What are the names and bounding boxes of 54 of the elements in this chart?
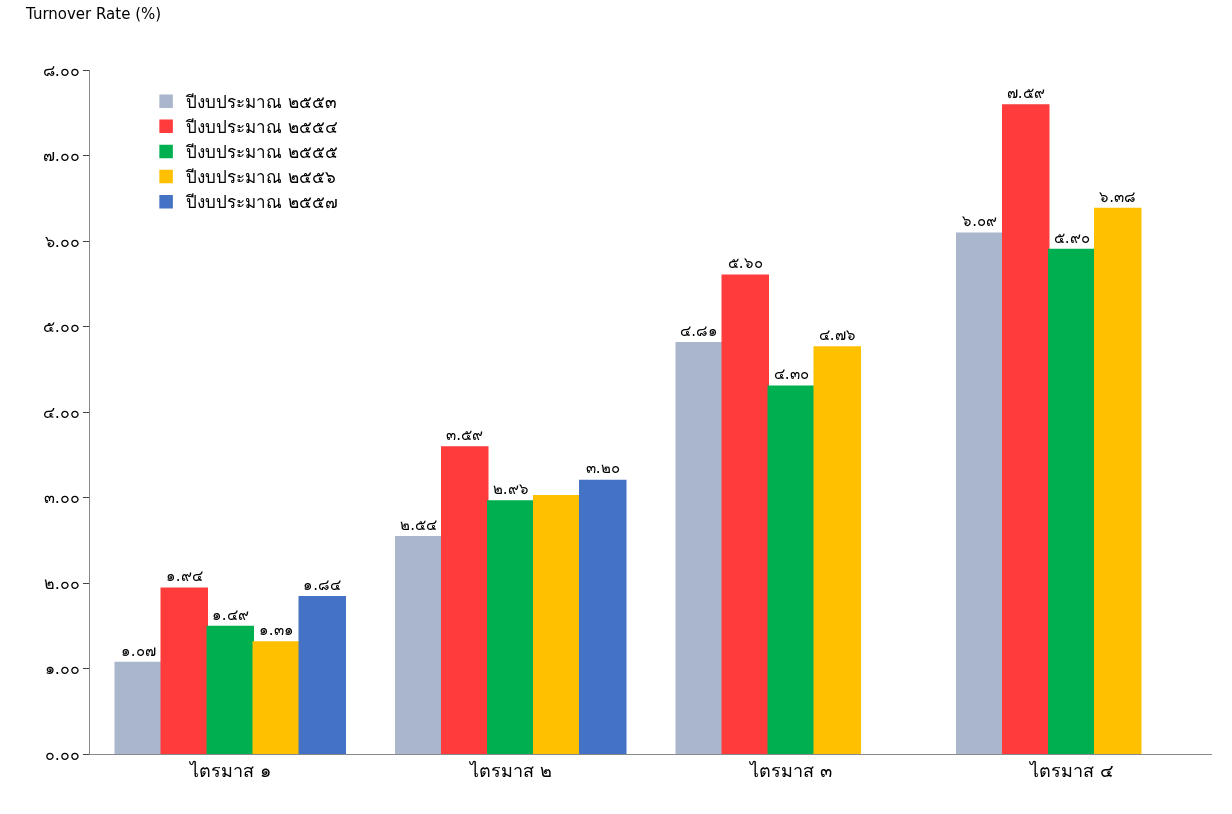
- bar: [533, 495, 581, 754]
- bar: [252, 641, 300, 754]
- bar: [675, 342, 723, 754]
- x-tick-label: ไตรมาส ๒: [467, 759, 552, 781]
- data-label: ๑.๘๔: [303, 575, 342, 594]
- data-label: ๓.๕๙: [446, 426, 484, 445]
- legend-label: ปีงบประมาณ ๒๕๕๗: [185, 192, 338, 213]
- y-tick-label: ๕.๐๐: [42, 317, 80, 337]
- data-label: ๔.๓๐: [773, 365, 809, 384]
- data-label: ๕.๖๐: [727, 254, 763, 273]
- data-label: ๔.๘๑: [680, 321, 719, 340]
- bar: [1094, 207, 1142, 754]
- data-label: ๑.๙๔: [165, 567, 203, 586]
- data-label: ๒.๕๔: [400, 515, 438, 534]
- bar: [721, 274, 769, 754]
- legend-label: ปีงบประมาณ ๒๕๕๔: [185, 116, 338, 137]
- data-label: ๕.๙๐: [1053, 228, 1090, 247]
- y-tick-label: ๘.๐๐: [42, 60, 80, 80]
- bar: [206, 625, 254, 754]
- y-tick-label: ๗.๐๐: [42, 146, 80, 166]
- data-label: ๔.๗๖: [818, 326, 856, 345]
- legend-label: ปีงบประมาณ ๒๕๕๖: [185, 167, 336, 188]
- bar: [1048, 248, 1096, 754]
- bar: [813, 346, 861, 754]
- legend-label: ปีงบประมาณ ๒๕๕๕: [185, 142, 338, 163]
- bar: [767, 385, 815, 754]
- bar: [956, 232, 1004, 754]
- y-tick-label: ๓.๐๐: [43, 488, 80, 508]
- data-label: ๑.๐๗: [120, 641, 156, 660]
- bar: [114, 661, 162, 754]
- data-label: ๒.๙๖: [492, 479, 529, 498]
- bar: [487, 500, 535, 754]
- bar: [1002, 104, 1050, 754]
- bar: [160, 587, 208, 754]
- bar: [298, 595, 347, 754]
- legend-label: ปีงบประมาณ ๒๕๕๓: [185, 91, 337, 112]
- data-label: ๗.๕๙: [1006, 84, 1045, 103]
- y-tick-label: ๔.๐๐: [42, 402, 80, 422]
- data-label: ๑.๔๙: [211, 605, 249, 624]
- x-tick-label: ไตรมาส ๔: [1027, 759, 1114, 781]
- y-tick-label: ๐.๐๐: [44, 744, 80, 764]
- data-label: ๓.๒๐: [585, 459, 620, 478]
- x-tick-label: ไตรมาส ๓: [748, 759, 833, 781]
- y-axis-title: Turnover Rate (%): [25, 5, 162, 23]
- bar: [579, 479, 627, 754]
- bar: [395, 536, 443, 754]
- y-tick-label: ๖.๐๐: [44, 231, 80, 251]
- data-label: ๖.๐๙: [962, 212, 998, 231]
- bar: [441, 446, 489, 754]
- y-tick-label: ๒.๐๐: [43, 573, 80, 593]
- y-tick-label: ๑.๐๐: [44, 659, 80, 679]
- data-label: ๖.๓๘: [1099, 187, 1137, 206]
- x-tick-label: ไตรมาส ๑: [187, 759, 271, 781]
- data-label: ๑.๓๑: [258, 621, 294, 639]
